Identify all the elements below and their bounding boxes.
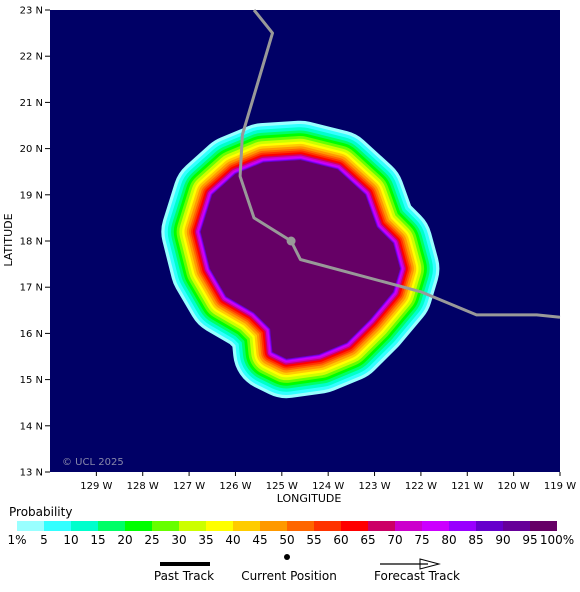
axis-ticks: 129 W 128 W 127 W 126 W 125 W 124 W 123 W 122 W…: [20, 6, 577, 493]
legend-swatch: [152, 521, 179, 531]
legend-swatch: [206, 521, 233, 531]
x-tick-label: 121 W: [451, 481, 483, 492]
legend-label: 35: [198, 533, 214, 547]
x-tick-label: 126 W: [219, 481, 251, 492]
legend-label: 5: [40, 533, 48, 547]
x-tick-label: 129 W: [80, 481, 112, 492]
legend-label: 45: [252, 533, 268, 547]
x-axis-title: LONGITUDE: [277, 492, 342, 505]
y-tick-label: 21 N: [20, 98, 43, 109]
legend-label: 60: [333, 533, 349, 547]
x-tick-label: 124 W: [312, 481, 344, 492]
legend-label: 20: [117, 533, 133, 547]
x-tick-label: 123 W: [358, 481, 390, 492]
legend-label: 10: [63, 533, 79, 547]
legend-swatch: [233, 521, 260, 531]
legend-swatch: [476, 521, 503, 531]
legend-label: 95: [522, 533, 538, 547]
x-tick-label: 122 W: [405, 481, 437, 492]
x-tick-label: 120 W: [498, 481, 530, 492]
y-tick-label: 20 N: [20, 144, 43, 155]
legend-label: 1%: [7, 533, 27, 547]
legend-label: 40: [225, 533, 241, 547]
legend-label: 80: [441, 533, 457, 547]
y-tick-label: 13 N: [20, 468, 43, 479]
legend-title: Probability: [9, 505, 73, 519]
y-tick-label: 19 N: [20, 190, 43, 201]
legend-label: 50: [279, 533, 295, 547]
legend-label: 100%: [539, 533, 575, 547]
legend-label: 55: [306, 533, 322, 547]
legend-swatch: [44, 521, 71, 531]
past-track-label: Past Track: [153, 569, 215, 583]
x-tick-label: 125 W: [266, 481, 298, 492]
legend-swatch: [449, 521, 476, 531]
legend-label: 15: [90, 533, 106, 547]
y-axis-title: LATITUDE: [2, 213, 15, 266]
legend-swatch: [368, 521, 395, 531]
forecast-arrow-icon: [419, 558, 441, 570]
y-tick-label: 16 N: [20, 329, 43, 340]
legend-swatch: [98, 521, 125, 531]
y-tick-label: 18 N: [20, 237, 43, 248]
x-tick-label: 128 W: [127, 481, 159, 492]
x-tick-label: 127 W: [173, 481, 205, 492]
current-position-label: Current Position: [241, 569, 337, 583]
plot-area: © UCL 2025: [50, 9, 561, 472]
y-tick-label: 15 N: [20, 375, 43, 386]
legend-swatch: [341, 521, 368, 531]
legend-swatch: [530, 521, 557, 531]
legend-swatch: [287, 521, 314, 531]
y-tick-label: 17 N: [20, 283, 43, 294]
legend-swatch: [17, 521, 44, 531]
legend-label: 90: [495, 533, 511, 547]
legend-swatch: [314, 521, 341, 531]
legend-swatch: [71, 521, 98, 531]
probability-legend-labels: 1% 5 10 15 20 25 30 35 40 45 50 55 60 65 70 75 80 85 90 95 1…: [0, 533, 580, 547]
x-tick-label: 119 W: [544, 481, 576, 492]
legend-label: 75: [414, 533, 430, 547]
y-tick-label: 14 N: [20, 421, 43, 432]
current-position-symbol: [284, 554, 290, 560]
forecast-track-label: Forecast Track: [374, 569, 460, 583]
legend-label: 70: [387, 533, 403, 547]
legend-swatch: [260, 521, 287, 531]
legend-swatch: [503, 521, 530, 531]
legend-label: 30: [171, 533, 187, 547]
y-tick-label: 23 N: [20, 6, 43, 17]
y-tick-label: 22 N: [20, 52, 43, 63]
legend-swatch: [395, 521, 422, 531]
legend-label: 85: [468, 533, 484, 547]
legend-swatch: [179, 521, 206, 531]
current-position-marker: [286, 236, 296, 246]
legend-label: 25: [144, 533, 160, 547]
probability-legend-bar: [17, 521, 557, 531]
legend-swatch: [125, 521, 152, 531]
watermark: © UCL 2025: [62, 457, 124, 468]
legend-swatch: [422, 521, 449, 531]
legend-label: 65: [360, 533, 376, 547]
